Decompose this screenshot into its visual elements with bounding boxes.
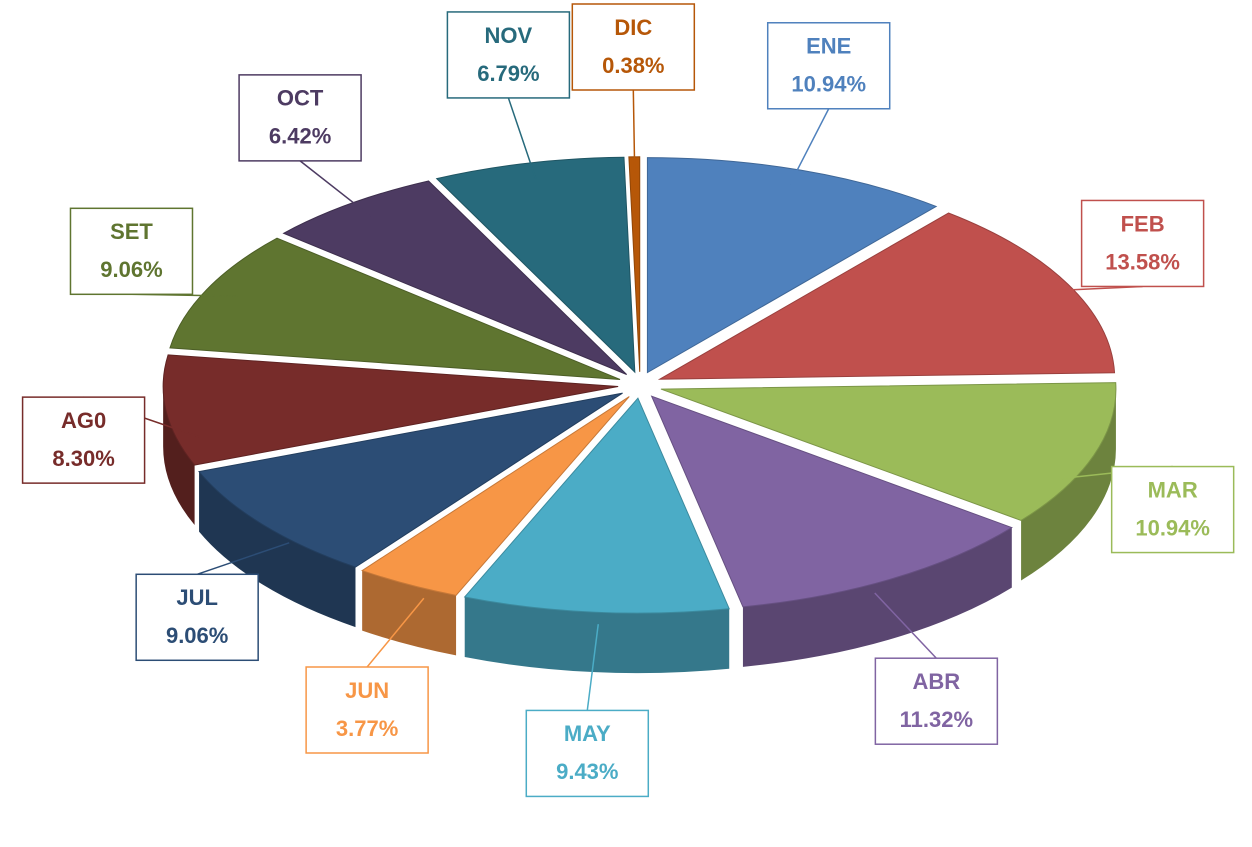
slice-top xyxy=(660,382,1117,522)
label-box xyxy=(446,11,571,99)
slice-top xyxy=(435,156,636,374)
leader-line xyxy=(299,160,372,217)
label-box xyxy=(874,657,999,745)
slice-top xyxy=(361,396,630,596)
value-label: 8.30% xyxy=(52,446,114,471)
value-label: 10.94% xyxy=(791,72,866,97)
slice-side xyxy=(362,570,457,656)
slice-side xyxy=(742,527,1012,667)
category-label: MAY xyxy=(564,721,611,746)
slice-top xyxy=(162,354,619,466)
category-label: ABR xyxy=(913,669,961,694)
label-box xyxy=(1110,465,1235,554)
label-box xyxy=(21,396,146,484)
category-label: MAR xyxy=(1148,477,1198,502)
slice-top xyxy=(282,180,627,375)
label-box xyxy=(571,3,696,91)
category-label: JUN xyxy=(345,678,389,703)
leader-line xyxy=(586,624,599,711)
slice-top xyxy=(657,212,1116,380)
category-label: DIC xyxy=(614,15,652,40)
leader-line xyxy=(874,592,937,659)
label-box xyxy=(1080,199,1205,288)
value-label: 6.79% xyxy=(477,61,539,86)
slice-tops xyxy=(162,156,1117,614)
category-label: FEB xyxy=(1121,211,1165,236)
category-label: JUL xyxy=(176,585,218,610)
slice-side xyxy=(163,386,195,526)
value-label: 9.43% xyxy=(556,759,618,784)
label-box xyxy=(135,573,259,662)
value-label: 3.77% xyxy=(336,716,398,741)
slice-top xyxy=(650,395,1013,608)
slice-top xyxy=(646,157,938,374)
category-label: ENE xyxy=(806,34,851,59)
value-label: 9.06% xyxy=(166,623,228,648)
slice-top xyxy=(198,392,623,568)
leader-line xyxy=(788,108,830,186)
category-label: NOV xyxy=(485,23,533,48)
slice-side xyxy=(199,471,356,628)
value-label: 6.42% xyxy=(269,124,331,149)
category-label: SET xyxy=(110,219,153,244)
leader-line xyxy=(507,97,537,179)
slice-sides xyxy=(163,386,1116,674)
category-label: OCT xyxy=(277,86,324,111)
label-box xyxy=(305,666,429,754)
label-box xyxy=(525,709,650,798)
value-label: 9.06% xyxy=(100,257,162,282)
value-label: 11.32% xyxy=(900,707,973,732)
label-box xyxy=(766,22,891,110)
leader-line xyxy=(196,542,290,576)
slice-top xyxy=(169,237,621,380)
leader-line xyxy=(366,597,425,668)
value-label: 0.38% xyxy=(602,53,664,78)
label-box xyxy=(238,74,362,162)
slice-top xyxy=(463,397,730,614)
label-box xyxy=(69,207,194,296)
category-label: AG0 xyxy=(61,408,106,433)
leader-line xyxy=(1038,285,1143,293)
value-label: 13.58% xyxy=(1105,249,1180,274)
leader-line xyxy=(632,89,636,173)
value-label: 10.94% xyxy=(1135,515,1210,540)
